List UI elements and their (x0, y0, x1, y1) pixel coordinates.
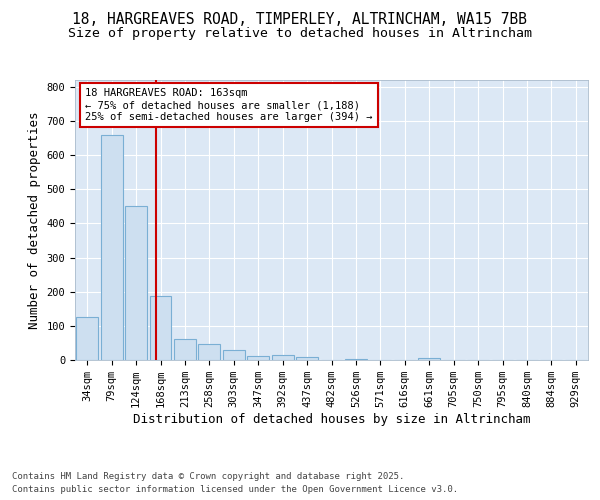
Bar (101, 134, 122, 360)
Bar (174, 339, 196, 360)
Bar (345, 358, 367, 360)
Bar (223, 350, 245, 360)
Bar (296, 358, 318, 360)
Text: Size of property relative to detached houses in Altrincham: Size of property relative to detached ho… (68, 28, 532, 40)
Text: Contains HM Land Registry data © Crown copyright and database right 2025.: Contains HM Land Registry data © Crown c… (12, 472, 404, 481)
X-axis label: Distribution of detached houses by size in Altrincham: Distribution of detached houses by size … (133, 413, 530, 426)
Bar (247, 356, 269, 360)
Bar (418, 358, 440, 360)
Bar (272, 355, 293, 360)
Bar (125, 206, 147, 360)
Text: Contains public sector information licensed under the Open Government Licence v3: Contains public sector information licen… (12, 485, 458, 494)
Text: 18 HARGREAVES ROAD: 163sqm
← 75% of detached houses are smaller (1,188)
25% of s: 18 HARGREAVES ROAD: 163sqm ← 75% of deta… (85, 88, 373, 122)
Bar (199, 344, 220, 360)
Bar (149, 296, 172, 360)
Text: 18, HARGREAVES ROAD, TIMPERLEY, ALTRINCHAM, WA15 7BB: 18, HARGREAVES ROAD, TIMPERLEY, ALTRINCH… (73, 12, 527, 28)
Bar (76, 318, 98, 360)
Y-axis label: Number of detached properties: Number of detached properties (28, 112, 41, 329)
